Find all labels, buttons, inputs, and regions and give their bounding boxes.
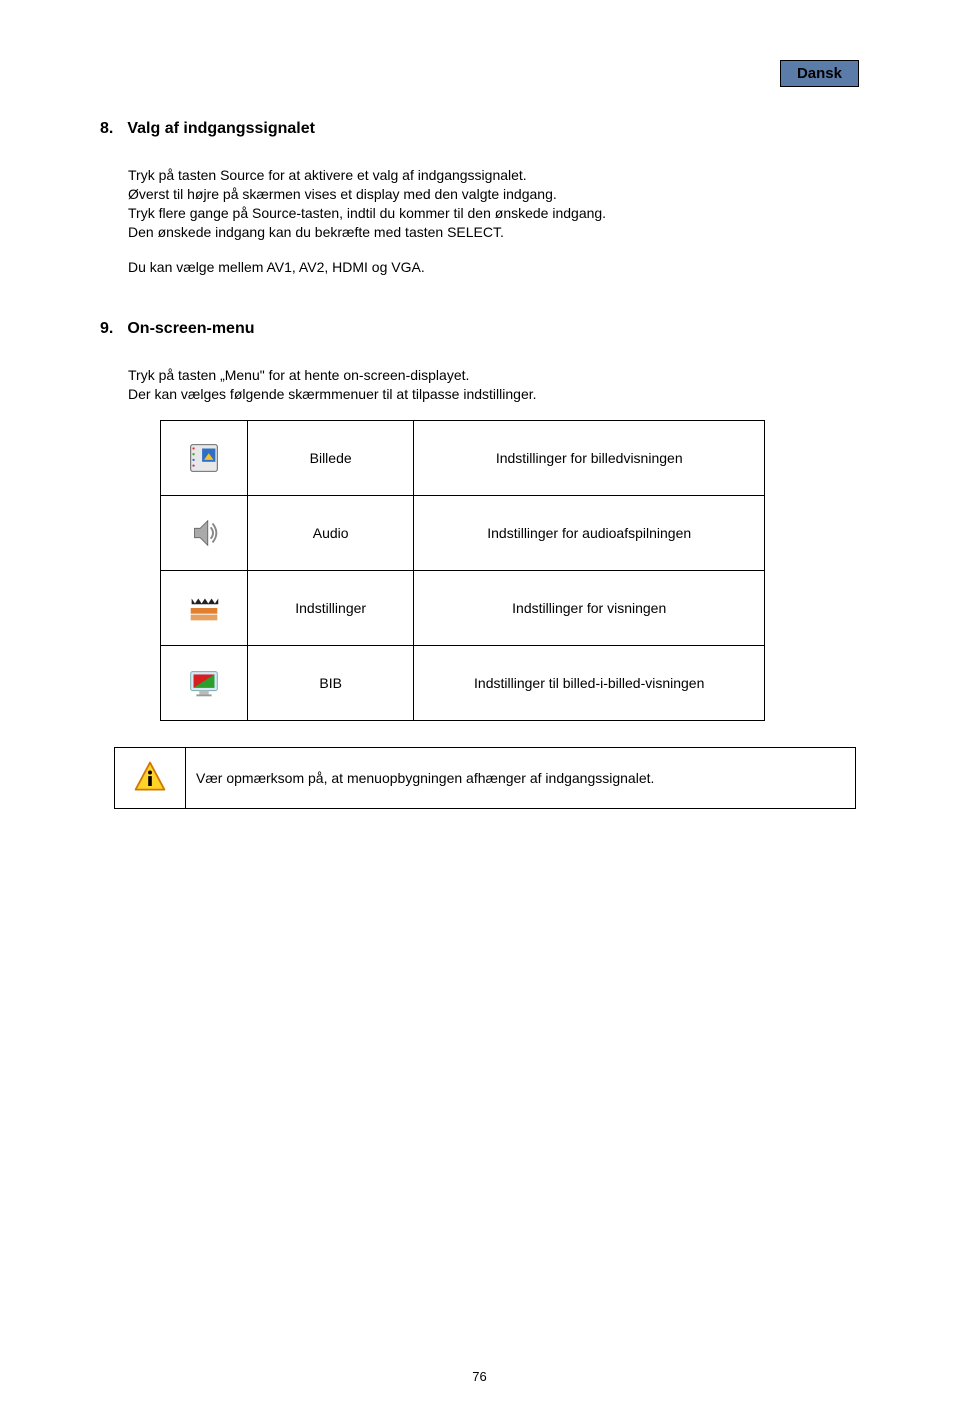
text-line: Tryk på tasten Source for at aktivere et… — [128, 167, 527, 183]
text-line: Tryk flere gange på Source-tasten, indti… — [128, 205, 606, 221]
settings-icon — [185, 589, 223, 627]
menu-name: Indstillinger — [247, 571, 414, 646]
table-row: BIB Indstillinger til billed-i-billed-vi… — [161, 646, 765, 721]
text-line: Øverst til højre på skærmen vises et dis… — [128, 186, 557, 202]
language-badge: Dansk — [780, 60, 859, 87]
text-line: Der kan vælges følgende skærmmenuer til … — [128, 386, 537, 402]
section-8-paragraph-2: Du kan vælge mellem AV1, AV2, HDMI og VG… — [128, 258, 859, 277]
note-text: Vær opmærksom på, at menuopbygningen afh… — [186, 748, 856, 809]
table-row: Audio Indstillinger for audioafspilninge… — [161, 496, 765, 571]
menu-desc: Indstillinger for audioafspilningen — [414, 496, 765, 571]
section-8-title: Valg af indgangssignalet — [127, 120, 315, 138]
section-8-heading: 8. Valg af indgangssignalet — [100, 120, 859, 138]
icon-cell-billede — [161, 421, 248, 496]
text-line: Tryk på tasten „Menu" for at hente on-sc… — [128, 367, 469, 383]
section-9-number: 9. — [100, 320, 113, 338]
section-9-title: On-screen-menu — [127, 320, 254, 338]
alert-info-icon — [132, 759, 168, 795]
note-icon-cell — [115, 748, 186, 809]
icon-cell-audio — [161, 496, 248, 571]
monitor-icon — [185, 664, 223, 702]
menu-desc: Indstillinger for visningen — [414, 571, 765, 646]
speaker-icon — [185, 514, 223, 552]
menu-desc: Indstillinger for billedvisningen — [414, 421, 765, 496]
menu-name: Billede — [247, 421, 414, 496]
page-number: 76 — [100, 1369, 859, 1384]
table-row: Indstillinger Indstillinger for visninge… — [161, 571, 765, 646]
menu-name: Audio — [247, 496, 414, 571]
menu-name: BIB — [247, 646, 414, 721]
icon-cell-bib — [161, 646, 248, 721]
picture-icon — [185, 439, 223, 477]
menu-desc: Indstillinger til billed-i-billed-visnin… — [414, 646, 765, 721]
section-9-heading: 9. On-screen-menu — [100, 320, 859, 338]
menu-table: Billede Indstillinger for billedvisninge… — [160, 420, 765, 721]
icon-cell-indstillinger — [161, 571, 248, 646]
table-row: Billede Indstillinger for billedvisninge… — [161, 421, 765, 496]
section-8-paragraph-1: Tryk på tasten Source for at aktivere et… — [128, 166, 859, 242]
section-9-paragraph-1: Tryk på tasten „Menu" for at hente on-sc… — [128, 366, 859, 404]
section-8-number: 8. — [100, 120, 113, 138]
note-box: Vær opmærksom på, at menuopbygningen afh… — [114, 747, 856, 809]
text-line: Den ønskede indgang kan du bekræfte med … — [128, 224, 504, 240]
